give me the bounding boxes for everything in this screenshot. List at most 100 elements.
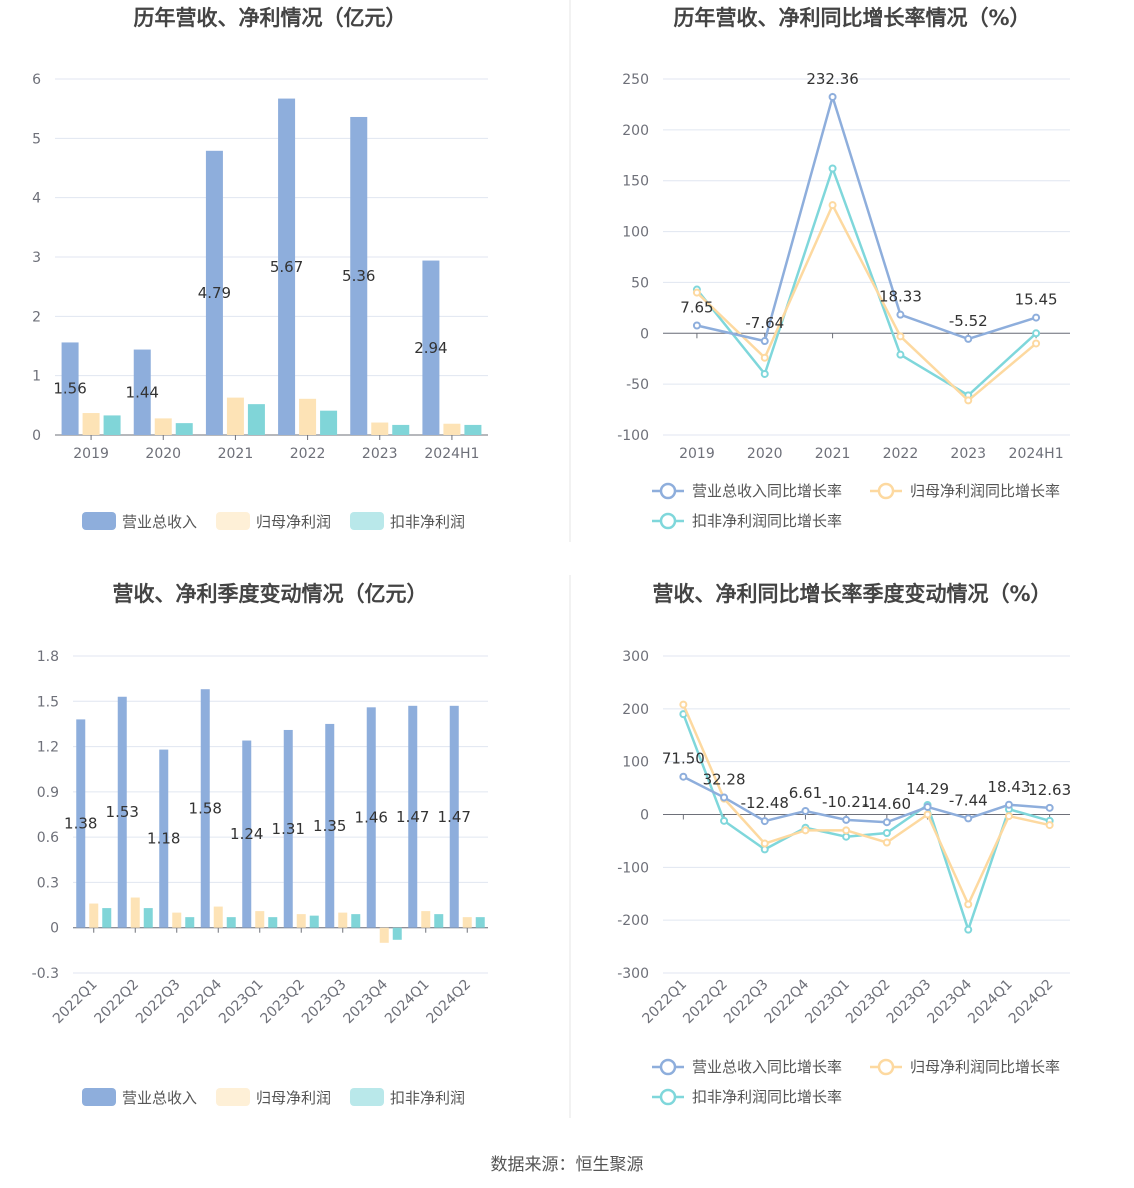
- annual-bar-x-tick: 2022: [290, 446, 326, 462]
- quarter-growth-point-label: 32.28: [703, 770, 746, 788]
- quarter-bar-bar-1: [255, 911, 265, 928]
- quarter-growth-y-tick: -300: [617, 966, 649, 982]
- quarter-growth-series-line-1: [682, 704, 1050, 908]
- quarter-growth-x-tick: 2023Q1: [802, 977, 853, 1028]
- quarter-bar-y-tick: 1.8: [37, 649, 59, 665]
- quarter-growth-point-1: [801, 826, 810, 835]
- quarter-growth-legend-label: 归母净利润同比增长率: [910, 1058, 1060, 1076]
- annual-growth-point-2: [896, 350, 905, 359]
- annual-growth-legend-label: 归母净利润同比增长率: [910, 482, 1060, 500]
- quarter-bar-bar-2: [226, 917, 236, 928]
- quarter-bar-bar-0: [242, 740, 252, 928]
- quarter-growth-x-tick: 2023Q3: [884, 977, 935, 1028]
- quarter-bar-bar-label: 1.53: [106, 803, 139, 821]
- quarter-growth-point-2: [842, 832, 851, 841]
- annual-bar-y-tick: 5: [32, 131, 41, 147]
- annual-bar-bar-1: [299, 398, 317, 435]
- annual-growth-y-tick: 100: [622, 225, 649, 241]
- quarter-bar-y-tick: 0.9: [37, 785, 59, 801]
- annual-growth-point-0: [1032, 313, 1041, 322]
- annual-bar-y-tick: 6: [32, 72, 41, 88]
- quarter-growth-legend-label: 营业总收入同比增长率: [692, 1058, 842, 1076]
- annual-bar-y-tick: 1: [32, 369, 41, 385]
- annual-bar-bar-label: 5.36: [342, 267, 375, 285]
- annual-growth-legend-marker: [877, 482, 895, 500]
- annual-growth-y-tick: 0: [640, 326, 649, 342]
- annual-bar-x-tick: 2020: [145, 446, 181, 462]
- annual-bar-bar-2: [175, 423, 193, 435]
- quarter-growth-point-0: [964, 814, 973, 823]
- annual-bar-bar-1: [371, 422, 389, 435]
- annual-growth-point-1: [828, 201, 837, 210]
- quarter-growth-legend-marker: [877, 1058, 895, 1076]
- quarter-growth-y-tick: 0: [640, 808, 649, 824]
- annual-bar-legend-swatch: [216, 512, 250, 530]
- quarter-bar-bar-0: [117, 696, 127, 928]
- quarter-bar-bar-1: [172, 912, 182, 928]
- annual-growth-point-2: [828, 164, 837, 173]
- quarter-bar-bar-0: [366, 707, 376, 928]
- quarter-growth-point-1: [923, 810, 932, 819]
- annual-growth-point-2: [1032, 329, 1041, 338]
- annual-growth-x-tick: 2021: [815, 446, 851, 462]
- quarter-bar-x-tick: 2022Q1: [50, 977, 101, 1028]
- quarter-growth-x-tick: 2022Q3: [721, 977, 772, 1028]
- annual-growth-series-line-2: [695, 164, 1037, 397]
- quarter-growth-point-0: [842, 815, 851, 824]
- quarter-bar-x-tick: 2024Q1: [382, 977, 433, 1028]
- annual-bar-bar-label: 2.94: [414, 339, 447, 357]
- annual-growth-point-0: [692, 321, 701, 330]
- annual-growth-point-1: [760, 353, 769, 362]
- annual-bar-bar-0: [205, 150, 223, 435]
- annual-growth-y-tick: 250: [622, 72, 649, 88]
- annual-bar-bar-0: [350, 116, 368, 436]
- quarter-growth-legend-marker: [659, 1088, 677, 1106]
- quarter-growth-point-0: [679, 772, 688, 781]
- annual-growth-legend-label: 营业总收入同比增长率: [692, 482, 842, 500]
- annual-bar-bar-2: [247, 404, 265, 435]
- quarter-growth-x-tick: 2022Q1: [640, 977, 691, 1028]
- quarter-growth-point-label: -10.21: [822, 793, 870, 811]
- quarter-bar-legend-swatch: [82, 1088, 116, 1106]
- annual-growth-y-tick: 150: [622, 174, 649, 190]
- annual-bar-bar-label: 1.56: [53, 380, 86, 398]
- quarter-bar-bar-2: [185, 917, 195, 928]
- quarter-bar-x-tick: 2023Q3: [299, 977, 350, 1028]
- quarter-bar-bar-label: 1.24: [230, 825, 263, 843]
- quarter-growth-point-label: 12.63: [1028, 781, 1071, 799]
- annual-bar-legend-swatch: [82, 512, 116, 530]
- annual-bar-legend-label: 营业总收入: [122, 513, 197, 531]
- quarter-bar-x-tick: 2022Q4: [174, 976, 225, 1027]
- quarter-bar-bar-2: [309, 915, 319, 928]
- annual-growth-point-0: [896, 310, 905, 319]
- annual-bar-bar-0: [422, 260, 440, 435]
- annual-bar-bar-label: 1.44: [126, 383, 159, 401]
- annual-growth-x-tick: 2019: [679, 446, 715, 462]
- quarter-bar-bar-0: [159, 749, 169, 928]
- quarter-bar-y-tick: -0.3: [32, 966, 59, 982]
- quarter-bar-y-tick: 1.2: [37, 740, 59, 756]
- annual-growth-point-label: 18.33: [879, 288, 922, 306]
- quarter-bar-bar-label: 1.46: [355, 809, 388, 827]
- quarter-bar-bar-label: 1.18: [147, 830, 180, 848]
- quarter-bar-bar-1: [89, 903, 99, 928]
- quarter-bar-bar-2: [102, 908, 112, 928]
- annual-bar-bar-0: [278, 98, 296, 435]
- quarter-growth-point-1: [882, 838, 891, 847]
- quarter-bar-bar-2: [475, 917, 485, 928]
- annual-bar-y-tick: 2: [32, 309, 41, 325]
- quarter-growth-point-2: [720, 816, 729, 825]
- quarter-growth-point-label: 6.61: [789, 784, 822, 802]
- annual-growth-series-line-1: [696, 202, 1037, 403]
- annual-growth-x-tick: 2024H1: [1009, 446, 1064, 462]
- quarter-growth-x-tick: 2023Q2: [843, 977, 894, 1028]
- annual-bar-bar-2: [464, 424, 482, 435]
- annual-bar-x-tick: 2019: [73, 446, 109, 462]
- quarter-bar-bar-0: [283, 729, 293, 928]
- quarter-bar-y-tick: 0.6: [37, 830, 59, 846]
- annual-bar-bar-label: 5.67: [270, 258, 303, 276]
- annual-growth-y-tick: -100: [617, 428, 649, 444]
- quarter-growth-y-tick: -100: [617, 860, 649, 876]
- annual-growth-x-tick: 2023: [950, 446, 986, 462]
- quarter-bar-bar-label: 1.38: [64, 815, 97, 833]
